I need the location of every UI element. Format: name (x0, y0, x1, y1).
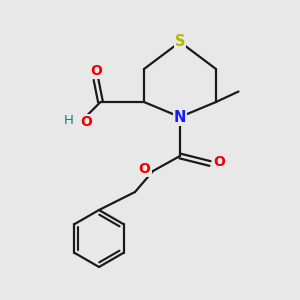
Text: O: O (80, 115, 92, 129)
Text: H: H (64, 113, 73, 127)
Text: S: S (175, 34, 185, 50)
Text: O: O (90, 64, 102, 78)
Text: N: N (174, 110, 186, 124)
Text: O: O (139, 162, 151, 176)
Text: O: O (213, 155, 225, 169)
